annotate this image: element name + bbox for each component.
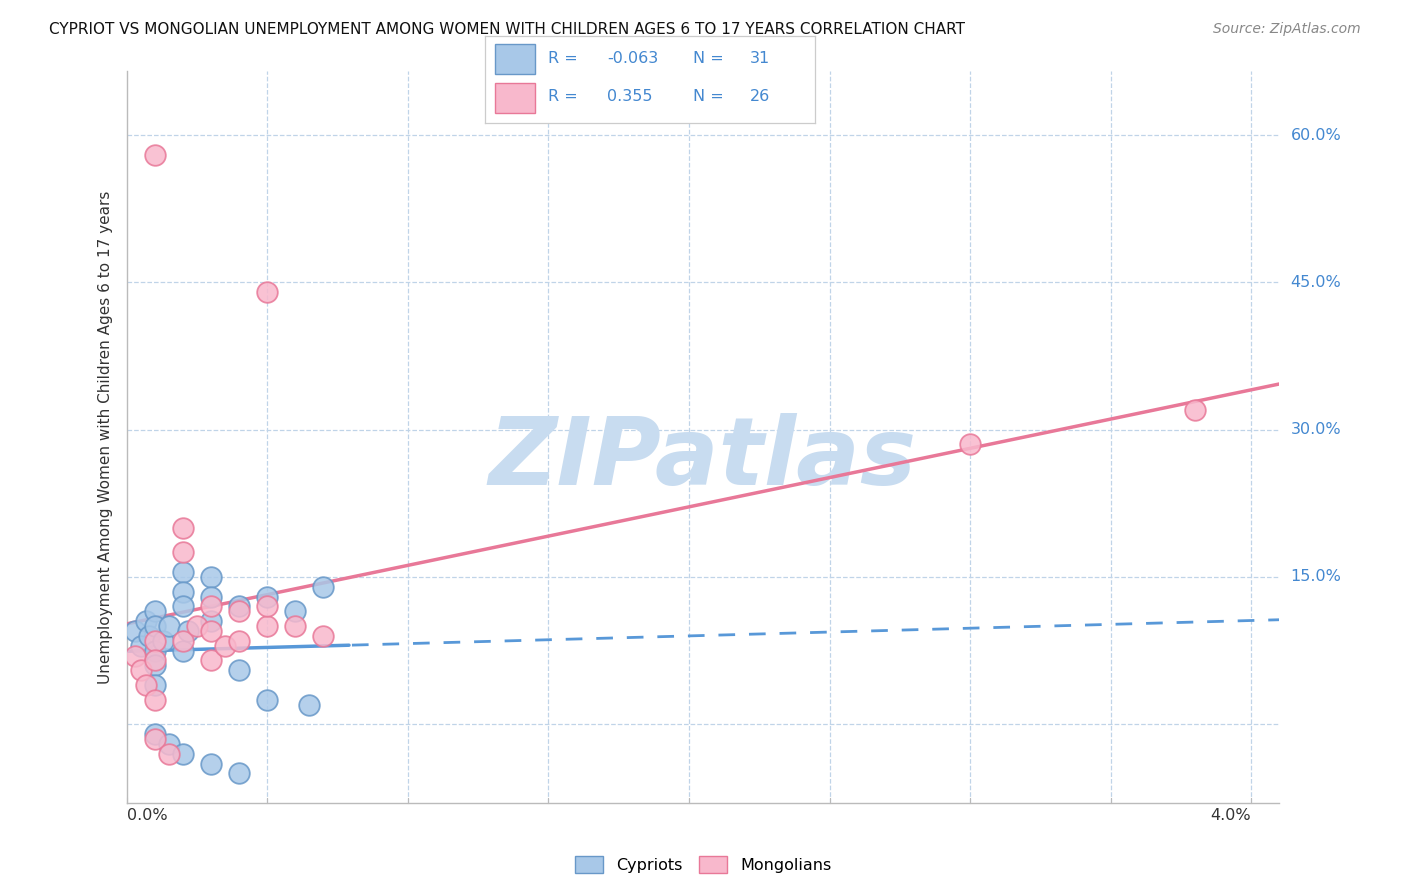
Point bbox=[172, 545, 194, 559]
Point bbox=[256, 590, 278, 604]
Point bbox=[228, 633, 250, 648]
Point bbox=[138, 629, 160, 643]
Point bbox=[135, 678, 157, 692]
Point bbox=[177, 624, 200, 638]
Point bbox=[228, 663, 250, 677]
Text: -0.063: -0.063 bbox=[607, 51, 658, 66]
Point bbox=[312, 580, 335, 594]
Point bbox=[200, 756, 222, 771]
Point bbox=[256, 692, 278, 706]
Point bbox=[172, 565, 194, 579]
Point bbox=[186, 619, 208, 633]
Point bbox=[256, 285, 278, 300]
Point bbox=[124, 624, 146, 638]
Point bbox=[172, 521, 194, 535]
Point bbox=[200, 570, 222, 584]
Point bbox=[129, 639, 152, 653]
Text: CYPRIOT VS MONGOLIAN UNEMPLOYMENT AMONG WOMEN WITH CHILDREN AGES 6 TO 17 YEARS C: CYPRIOT VS MONGOLIAN UNEMPLOYMENT AMONG … bbox=[49, 22, 965, 37]
Point bbox=[284, 604, 307, 618]
Text: ZIPatlas: ZIPatlas bbox=[489, 413, 917, 505]
FancyBboxPatch shape bbox=[495, 45, 534, 74]
Text: 15.0%: 15.0% bbox=[1291, 569, 1341, 584]
Point bbox=[143, 653, 166, 667]
Point bbox=[143, 731, 166, 746]
FancyBboxPatch shape bbox=[495, 83, 534, 112]
Point bbox=[143, 148, 166, 162]
Text: Source: ZipAtlas.com: Source: ZipAtlas.com bbox=[1213, 22, 1361, 37]
Point bbox=[143, 658, 166, 673]
Text: N =: N = bbox=[693, 51, 730, 66]
Text: R =: R = bbox=[548, 89, 582, 104]
Legend: Cypriots, Mongolians: Cypriots, Mongolians bbox=[568, 849, 838, 880]
Point bbox=[200, 653, 222, 667]
Point bbox=[129, 663, 152, 677]
Text: 4.0%: 4.0% bbox=[1211, 808, 1251, 822]
Point bbox=[157, 619, 180, 633]
Point bbox=[135, 614, 157, 628]
Point bbox=[200, 599, 222, 614]
Point bbox=[143, 727, 166, 741]
Point bbox=[143, 604, 166, 618]
Point bbox=[172, 599, 194, 614]
Point bbox=[157, 747, 180, 761]
Point bbox=[200, 624, 222, 638]
Point bbox=[172, 643, 194, 657]
Point bbox=[143, 692, 166, 706]
Point bbox=[200, 590, 222, 604]
Point bbox=[312, 629, 335, 643]
Text: R =: R = bbox=[548, 51, 582, 66]
Point bbox=[157, 737, 180, 751]
Point bbox=[143, 643, 166, 657]
Text: 26: 26 bbox=[749, 89, 769, 104]
Point bbox=[284, 619, 307, 633]
Point bbox=[1184, 403, 1206, 417]
Point bbox=[228, 766, 250, 780]
Point bbox=[256, 619, 278, 633]
Text: 30.0%: 30.0% bbox=[1291, 422, 1341, 437]
Text: 0.0%: 0.0% bbox=[127, 808, 167, 822]
Y-axis label: Unemployment Among Women with Children Ages 6 to 17 years: Unemployment Among Women with Children A… bbox=[97, 190, 112, 684]
Point bbox=[152, 633, 174, 648]
Text: 0.355: 0.355 bbox=[607, 89, 652, 104]
Point bbox=[228, 599, 250, 614]
Point bbox=[228, 604, 250, 618]
Text: N =: N = bbox=[693, 89, 730, 104]
Point bbox=[256, 599, 278, 614]
Point bbox=[143, 633, 166, 648]
Point bbox=[172, 633, 194, 648]
Text: 45.0%: 45.0% bbox=[1291, 275, 1341, 290]
Point bbox=[124, 648, 146, 663]
Point bbox=[298, 698, 321, 712]
Text: 31: 31 bbox=[749, 51, 769, 66]
Point bbox=[200, 614, 222, 628]
Point bbox=[214, 639, 236, 653]
Point bbox=[172, 747, 194, 761]
Point bbox=[172, 584, 194, 599]
Point bbox=[143, 678, 166, 692]
Point bbox=[143, 619, 166, 633]
Point bbox=[959, 437, 981, 451]
Text: 60.0%: 60.0% bbox=[1291, 128, 1341, 143]
